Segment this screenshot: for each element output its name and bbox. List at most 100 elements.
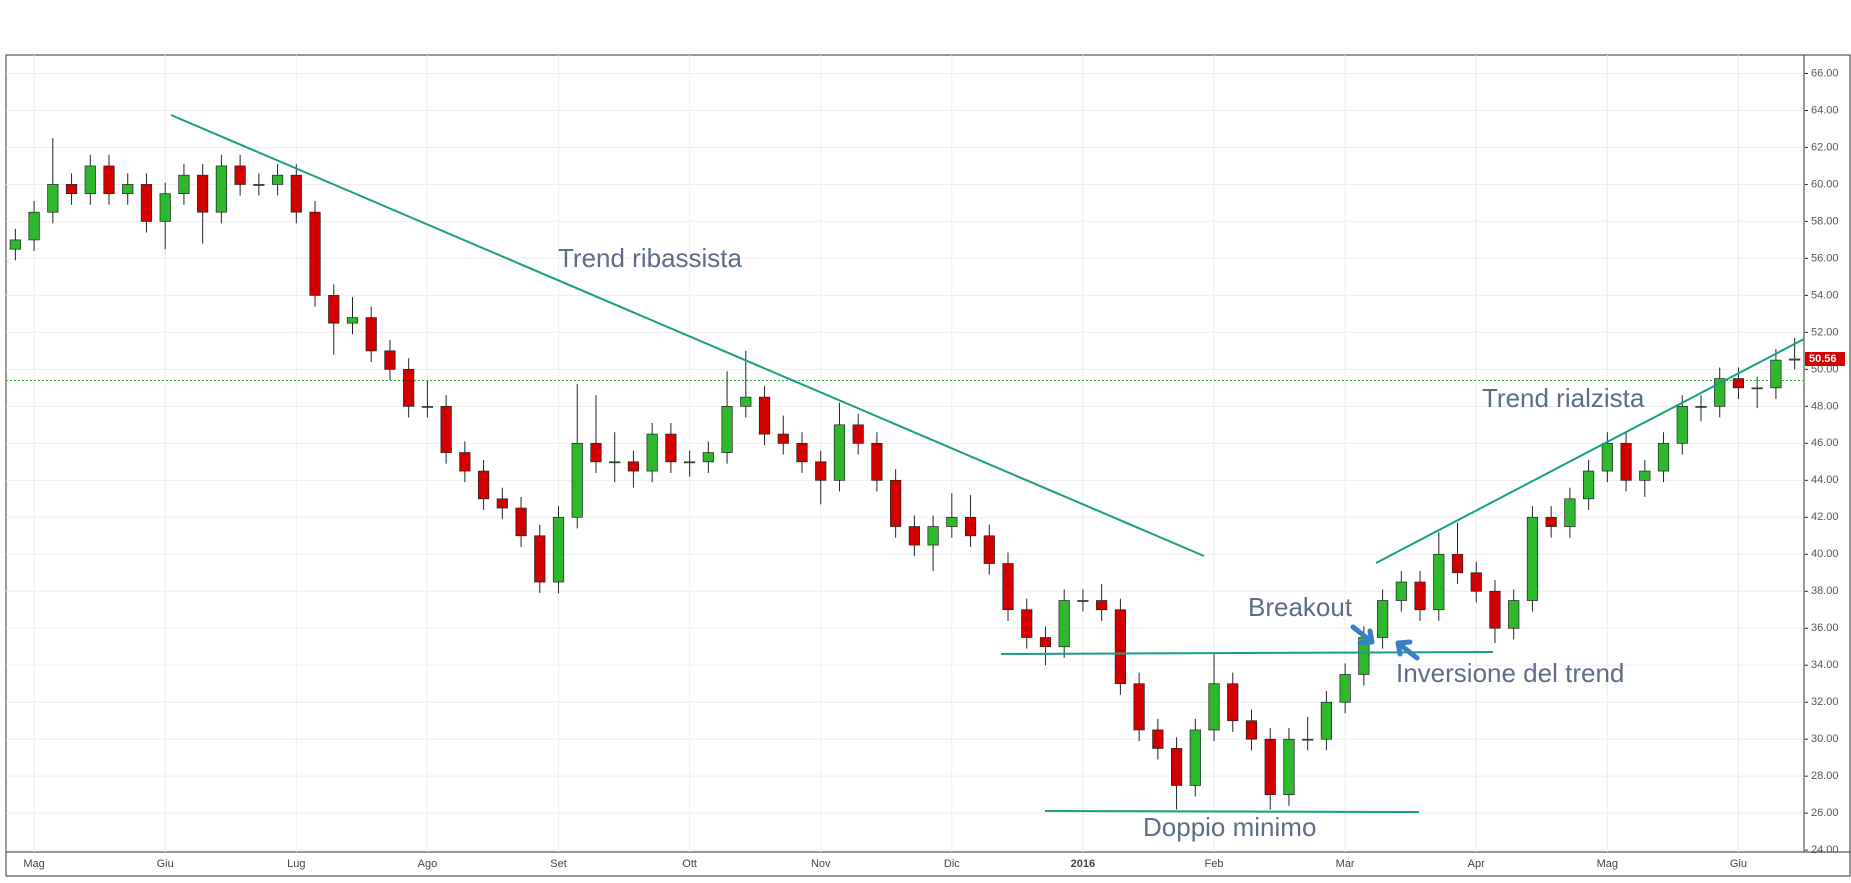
candle-body: [1451, 553, 1464, 574]
candle-body: [1114, 609, 1126, 685]
candle-body: [627, 461, 640, 472]
candle-body: [159, 193, 171, 222]
candle-body: [440, 405, 452, 453]
x-tick-label: 2016: [1071, 858, 1095, 870]
candle-body: [1751, 387, 1763, 390]
candle-body: [815, 461, 827, 481]
candle-body: [178, 174, 190, 195]
candle-body: [665, 433, 677, 463]
arrows: [1350, 624, 1420, 661]
candle-body: [609, 461, 621, 464]
candle-body: [590, 442, 602, 463]
last-price-box: [1805, 352, 1845, 367]
candle-body: [477, 470, 490, 500]
candle-body: [1770, 359, 1782, 389]
candle-body: [1189, 729, 1201, 786]
candle-body: [1170, 748, 1183, 786]
candle-body: [702, 452, 714, 463]
candle-body: [1002, 563, 1014, 611]
candle-body: [1264, 738, 1276, 796]
y-tick-label: 44.00: [1811, 474, 1839, 486]
candle-body: [403, 369, 415, 407]
candle-body: [646, 433, 658, 472]
candle-body: [84, 165, 96, 195]
uptrend-line: [1375, 338, 1805, 564]
candle-body: [1245, 720, 1258, 740]
candle-body: [908, 526, 920, 546]
x-tick-label: Nov: [811, 858, 831, 870]
y-tick-label: 30.00: [1811, 733, 1839, 745]
candle-body: [983, 535, 995, 564]
candle-body: [122, 184, 134, 195]
candle-body: [1227, 683, 1239, 722]
y-tick-label: 38.00: [1811, 585, 1839, 597]
candle-body: [1601, 442, 1613, 472]
candle-body: [459, 452, 471, 472]
candle-body: [290, 174, 302, 213]
candle-body: [1302, 738, 1314, 741]
y-tick-label: 28.00: [1811, 770, 1839, 782]
candle-body: [1376, 600, 1389, 638]
x-tick-label: Lug: [287, 858, 305, 870]
candle-body: [684, 461, 696, 464]
candle-body: [1489, 590, 1501, 629]
annotation: Breakout: [1248, 592, 1353, 622]
candle-body: [1339, 674, 1351, 703]
candle-body: [1526, 516, 1539, 601]
candle-body: [534, 535, 546, 583]
candle-body: [1695, 405, 1707, 408]
candle-body: [215, 165, 227, 213]
y-tick-label: 42.00: [1811, 511, 1839, 523]
candle-body: [1395, 581, 1407, 601]
annotation: Trend rialzista: [1482, 383, 1645, 413]
candle-body: [515, 507, 527, 537]
candle-body: [1508, 600, 1520, 629]
candle-body: [1470, 572, 1482, 592]
candle-body: [1639, 470, 1651, 481]
downtrend-line: [170, 114, 1205, 557]
y-tick-label: 64.00: [1811, 104, 1839, 116]
candle-body: [346, 317, 359, 324]
y-tick-label: 34.00: [1811, 659, 1839, 671]
candle-body: [1320, 701, 1333, 740]
y-tick-label: 50.00: [1811, 363, 1839, 375]
candle-body: [1096, 600, 1108, 611]
candle-body: [1414, 581, 1426, 611]
candle-body: [197, 174, 209, 213]
candle-body: [1021, 609, 1033, 638]
y-tick-label: 58.00: [1811, 215, 1839, 227]
x-tick-label: Ott: [682, 858, 697, 870]
candle-body: [1039, 637, 1052, 648]
candle-body: [777, 433, 789, 444]
y-tick-label: 24.00: [1811, 844, 1839, 856]
double-bottom-line: [1044, 810, 1420, 813]
candle-body: [328, 295, 340, 324]
last-price-label: 50.56: [1809, 353, 1837, 365]
candle-body: [1732, 378, 1745, 389]
candle-body: [253, 184, 265, 186]
candle-body: [721, 405, 733, 453]
candle-body: [1058, 600, 1070, 648]
x-tick-label: Feb: [1205, 858, 1224, 870]
candle-body: [1208, 683, 1220, 731]
candle-body: [964, 516, 977, 537]
annotation: Trend ribassista: [558, 243, 743, 273]
x-tick-label: Mar: [1336, 858, 1355, 870]
y-tick-label: 66.00: [1811, 67, 1839, 79]
candle-body: [740, 396, 752, 407]
chart-frame: [5, 54, 1851, 877]
candle-body: [1283, 738, 1295, 796]
candle-body: [140, 184, 153, 222]
candle-body: [871, 442, 883, 481]
candle-body: [1620, 442, 1632, 481]
candle-body: [833, 424, 846, 481]
candle-body: [552, 516, 565, 583]
candle-body: [1676, 405, 1688, 444]
candle-body: [309, 211, 321, 296]
y-tick-label: 62.00: [1811, 141, 1839, 153]
y-tick-label: 32.00: [1811, 696, 1839, 708]
candle-body: [1789, 358, 1801, 361]
y-tick-label: 54.00: [1811, 289, 1839, 301]
candle-body: [234, 165, 246, 185]
